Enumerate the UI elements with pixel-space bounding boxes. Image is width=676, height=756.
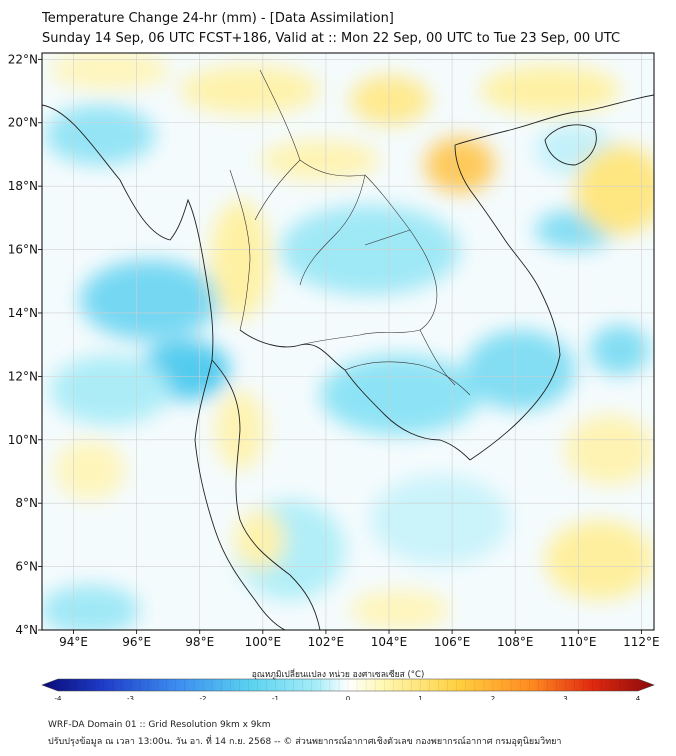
- colorbar-label: อุณหภูมิเปลี่ยนแปลง หน่วย องศาเซลเซียส (…: [251, 670, 425, 680]
- lat-tick-label: 16°N: [8, 243, 38, 257]
- lon-tick-label: 94°E: [59, 635, 88, 649]
- lon-tick-label: 100°E: [245, 635, 282, 649]
- lat-tick-label: 6°N: [15, 560, 38, 574]
- lat-tick-label: 20°N: [8, 116, 38, 130]
- lon-tick-label: 102°E: [308, 635, 345, 649]
- colorbar-tick-label: -1: [272, 695, 279, 700]
- lon-tick-label: 108°E: [497, 635, 534, 649]
- lon-tick-label: 106°E: [434, 635, 471, 649]
- lat-tick-label: 4°N: [15, 623, 38, 637]
- latitude-axis: 22°N 20°N 18°N 16°N 14°N 12°N 10°N 8°N 6°N 4°N: [8, 52, 42, 637]
- colorbar: -4 -3 -2 -1 0 1 2 3 4: [41, 678, 655, 700]
- lon-tick-label: 112°E: [623, 635, 660, 649]
- lat-tick-label: 12°N: [8, 369, 38, 383]
- colorbar-tick-label: 0: [346, 695, 350, 700]
- colorbar-tick-label: 2: [491, 695, 495, 700]
- lon-tick-label: 104°E: [371, 635, 408, 649]
- longitude-axis: 94°E 96°E 98°E 100°E 102°E 104°E 106°E 108°E 110…: [59, 630, 660, 649]
- temperature-field: [42, 53, 654, 630]
- lon-tick-label: 98°E: [185, 635, 214, 649]
- lat-tick-label: 8°N: [15, 496, 38, 510]
- colorbar-tick-label: -3: [127, 695, 134, 700]
- lat-tick-label: 10°N: [8, 433, 38, 447]
- lon-tick-label: 110°E: [560, 635, 597, 649]
- colorbar-tick-label: -2: [200, 695, 207, 700]
- colorbar-tick-label: 1: [418, 695, 422, 700]
- lat-tick-label: 14°N: [8, 306, 38, 320]
- coastlines: [42, 94, 654, 630]
- lat-tick-label: 18°N: [8, 179, 38, 193]
- borders: [229, 69, 471, 396]
- forecast-map: 94°E 96°E 98°E 100°E 102°E 104°E 106°E 108°E 110…: [8, 52, 660, 700]
- map-subtitle: Sunday 14 Sep, 06 UTC FCST+186, Valid at…: [42, 31, 621, 46]
- lat-tick-label: 22°N: [8, 52, 38, 66]
- lon-tick-label: 96°E: [122, 635, 151, 649]
- colorbar-tick-label: 4: [636, 695, 641, 700]
- footer-model-info: WRF-DA Domain 01 :: Grid Resolution 9km …: [48, 720, 271, 730]
- map-title: Temperature Change 24-hr (mm) - [Data As…: [42, 11, 394, 26]
- footer-credit: ปรับปรุงข้อมูล ณ เวลา 13:00น. วัน อา. ที…: [48, 737, 562, 747]
- colorbar-tick-label: 3: [563, 695, 567, 700]
- colorbar-tick-label: -4: [55, 695, 63, 700]
